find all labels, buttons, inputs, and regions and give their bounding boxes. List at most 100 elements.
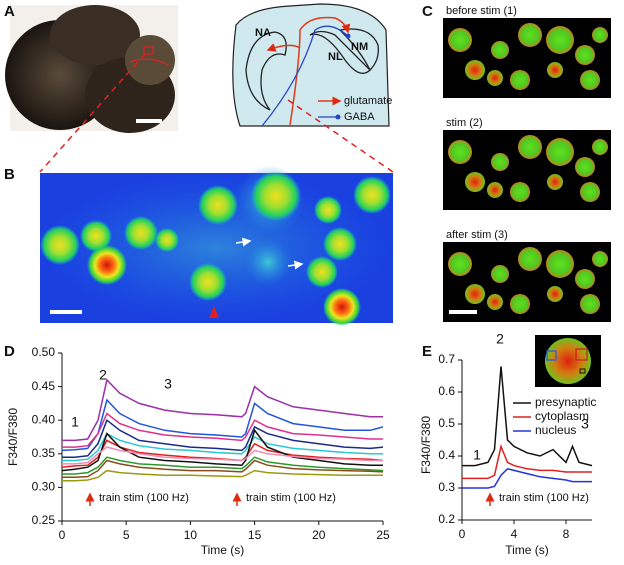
region-label: NA — [255, 27, 271, 39]
cell — [575, 45, 595, 65]
y-tick-label: 0.25 — [32, 513, 56, 527]
x-axis-label: Time (s) — [505, 543, 549, 557]
cell — [465, 60, 485, 80]
data-line — [462, 467, 592, 489]
image-b — [40, 165, 393, 326]
x-tick-label: 5 — [123, 528, 130, 542]
data-line — [62, 469, 383, 482]
x-tick-label: 20 — [312, 528, 326, 542]
legend-label: GABA — [344, 111, 375, 123]
cell — [580, 182, 600, 202]
stim-label: train stim (100 Hz) — [99, 492, 189, 504]
cell — [491, 265, 509, 283]
cell — [547, 174, 563, 190]
stim-label: train stim (100 Hz) — [246, 492, 336, 504]
cell — [510, 294, 530, 314]
y-tick-label: 0.30 — [32, 480, 56, 494]
x-tick-label: 4 — [511, 527, 518, 541]
cell — [510, 182, 530, 202]
y-tick-label: 0.2 — [438, 512, 455, 526]
y-tick-label: 0.7 — [438, 352, 455, 366]
cell — [580, 70, 600, 90]
y-tick-label: 0.4 — [438, 448, 455, 462]
cell — [487, 70, 503, 86]
legend-label: nucleus — [535, 423, 576, 437]
data-line — [62, 418, 384, 458]
inset-image — [535, 335, 601, 387]
y-tick-label: 0.5 — [438, 416, 455, 430]
x-tick-label: 8 — [563, 527, 570, 541]
data-line — [62, 412, 383, 448]
annotation: 3 — [164, 376, 172, 392]
stim-label: train stim (100 Hz) — [499, 492, 589, 504]
y-axis-label: F340/F380 — [419, 416, 433, 474]
schematic — [232, 3, 390, 127]
image-caption: before stim (1) — [446, 5, 517, 17]
y-tick-label: 0.45 — [32, 379, 56, 393]
legend-label: glutamate — [344, 95, 392, 107]
cell — [465, 172, 485, 192]
cell — [491, 153, 509, 171]
annotation: 2 — [496, 331, 504, 347]
panel-label: E — [422, 343, 432, 360]
cell — [465, 284, 485, 304]
panel-label: D — [4, 343, 15, 360]
panel-label: C — [422, 3, 433, 20]
y-tick-label: 0.50 — [32, 345, 56, 359]
y-tick-label: 0.40 — [32, 412, 56, 426]
legend-label: cytoplasm — [535, 409, 589, 423]
cell — [546, 138, 574, 166]
panel-label: A — [4, 3, 15, 20]
panel-label: B — [4, 166, 15, 183]
region-label: NL — [328, 51, 343, 63]
annotation: 1 — [71, 414, 79, 430]
region-label: NM — [351, 41, 368, 53]
cell — [518, 135, 542, 159]
annotation: 1 — [473, 447, 481, 463]
x-tick-label: 0 — [459, 527, 466, 541]
y-tick-label: 0.35 — [32, 446, 56, 460]
cell — [448, 140, 472, 164]
image-caption: stim (2) — [446, 117, 483, 129]
cell — [546, 250, 574, 278]
cell — [487, 182, 503, 198]
link-line — [39, 53, 146, 173]
annotation: 3 — [581, 416, 589, 432]
annotation: 2 — [99, 367, 107, 383]
cell — [547, 62, 563, 78]
data-line — [462, 366, 593, 467]
cell — [592, 139, 608, 155]
y-tick-label: 0.3 — [438, 480, 455, 494]
cell — [491, 41, 509, 59]
image-caption: after stim (3) — [446, 229, 508, 241]
scale-bar — [449, 310, 477, 314]
chart-e: 0.2 0.3 0.4 0.5 0.6 0.7 0 4 8 Time (s) F340/F380 1 2… — [419, 331, 596, 557]
cell — [592, 251, 608, 267]
images-c — [443, 18, 611, 322]
data-line — [62, 459, 384, 479]
cell — [518, 247, 542, 271]
y-tick-label: 0.6 — [438, 384, 455, 398]
x-tick-label: 25 — [376, 528, 390, 542]
x-tick-label: 15 — [248, 528, 262, 542]
data-line — [62, 378, 383, 442]
cell — [487, 294, 503, 310]
data-line — [462, 443, 592, 480]
data-line — [62, 446, 383, 465]
cell — [592, 27, 608, 43]
x-axis-label: Time (s) — [201, 543, 245, 557]
cell — [510, 70, 530, 90]
data-line — [61, 428, 383, 472]
cell — [580, 294, 600, 314]
legend-label: presynaptic — [535, 395, 596, 409]
cell — [448, 252, 472, 276]
photo-a — [5, 5, 178, 133]
cell — [546, 26, 574, 54]
x-tick-label: 10 — [184, 528, 198, 542]
y-axis-label: F340/F380 — [6, 408, 20, 466]
data-line — [62, 432, 383, 462]
cell — [575, 269, 595, 289]
cell — [547, 286, 563, 302]
cell — [448, 28, 472, 52]
